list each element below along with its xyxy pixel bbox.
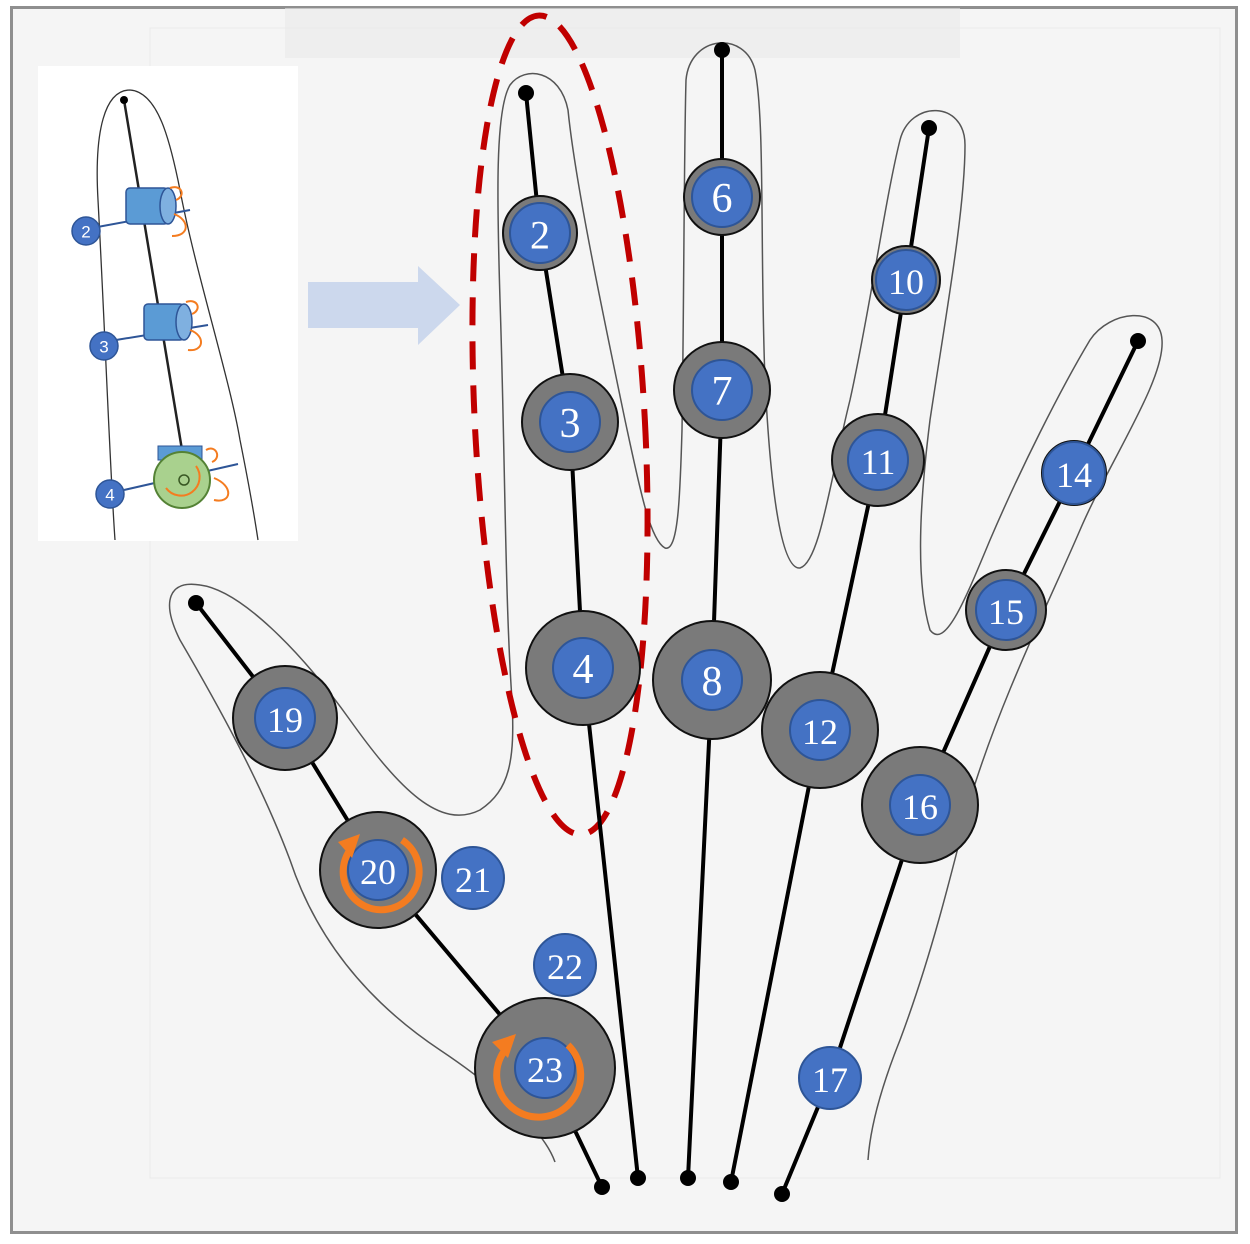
joint-22-core [533,933,597,997]
joint-6-core [691,166,753,228]
joint-17: 17 [798,1046,862,1110]
hand-outline [169,42,1163,1163]
joint-label-11: 11 [861,442,896,482]
joint-3: 3 [521,373,619,471]
joint-14-core [1042,441,1106,505]
joint-16: 16 [861,746,979,864]
joint-15-core [975,579,1037,641]
joint-20-core [347,839,409,901]
joint-22: 22 [533,933,597,997]
joint-label-23: 23 [527,1050,563,1090]
joint-21: 21 [441,846,505,910]
inset-green-joint-4 [153,445,211,509]
inset-rotation-arrows [165,186,230,502]
joint-label-19: 19 [267,700,303,740]
joint-10: 10 [871,245,941,315]
joint-7: 7 [673,341,771,439]
inset-label-3: 3 [89,331,119,361]
top-banner-watermark [285,8,960,58]
svg-text:3: 3 [99,338,108,357]
joint-label-6: 6 [712,176,733,222]
joint-2-core [509,202,571,264]
endpoint-little-base [774,1186,790,1202]
endpoint-index-tip [518,85,534,101]
joint-16-core [889,774,951,836]
inset-bone [122,99,187,469]
joint-label-8: 8 [702,659,723,705]
joint-6: 6 [683,158,761,236]
joint-4-core [552,637,614,699]
joint-4: 4 [525,610,641,726]
joint-label-16: 16 [902,787,938,827]
joint-8: 8 [652,620,772,740]
joint-label-12: 12 [802,712,838,752]
joint-label-17: 17 [812,1060,848,1100]
joint-15: 15 [965,569,1047,651]
joint-12-core [789,699,851,761]
joint-11: 11 [831,413,925,507]
joint-2: 2 [502,195,578,271]
joint-label-3: 3 [560,401,581,447]
endpoint-middle-tip [714,42,730,58]
inset-cylinder-3 [143,303,193,341]
joint-11-core [847,429,909,491]
rotation-arrowhead-23 [492,1034,516,1058]
joint-19-core [254,687,316,749]
endpoint-ring-base [723,1174,739,1190]
inset-label-4: 4 [95,479,125,509]
joint-label-21: 21 [455,860,491,900]
bone-endpoints [188,42,1146,1202]
joint-19: 19 [232,665,338,771]
joint-12: 12 [761,671,879,789]
rotation-arrows [338,834,585,1121]
inset-label-2: 2 [71,216,101,246]
joint-label-22: 22 [547,947,583,987]
endpoint-thumb-base [594,1179,610,1195]
joint-label-20: 20 [360,852,396,892]
pointer-arrow [308,266,460,345]
joint-label-10: 10 [888,262,924,302]
endpoint-index-base [630,1170,646,1186]
inset-cylinder-2 [125,187,177,225]
joint-label-4: 4 [573,647,594,693]
rotation-arrow-23 [493,1042,585,1121]
rotation-arrow-20 [339,837,423,914]
endpoint-ring-tip [921,120,937,136]
endpoint-middle-base [680,1170,696,1186]
joint-17-core [798,1046,862,1110]
inset-panel: 2 3 4 [38,66,298,541]
joint-label-15: 15 [988,592,1024,632]
svg-text:4: 4 [105,486,114,505]
joint-8-core [681,649,743,711]
endpoint-little-tip [1130,333,1146,349]
joint-7-core [691,359,753,421]
joint-label-2: 2 [530,213,550,258]
joint-label-14: 14 [1056,455,1092,495]
joint-23-core [514,1037,576,1099]
rotation-arrowhead-20 [338,834,360,858]
endpoint-thumb-tip [188,595,204,611]
joint-3-core [539,391,601,453]
joint-label-7: 7 [712,369,733,415]
inset-tip [120,96,128,104]
index-finger-highlight [469,12,651,838]
joint-21-core [441,846,505,910]
joint-14: 14 [1041,440,1107,506]
svg-text:2: 2 [81,223,90,242]
joint-10-core [875,249,937,311]
